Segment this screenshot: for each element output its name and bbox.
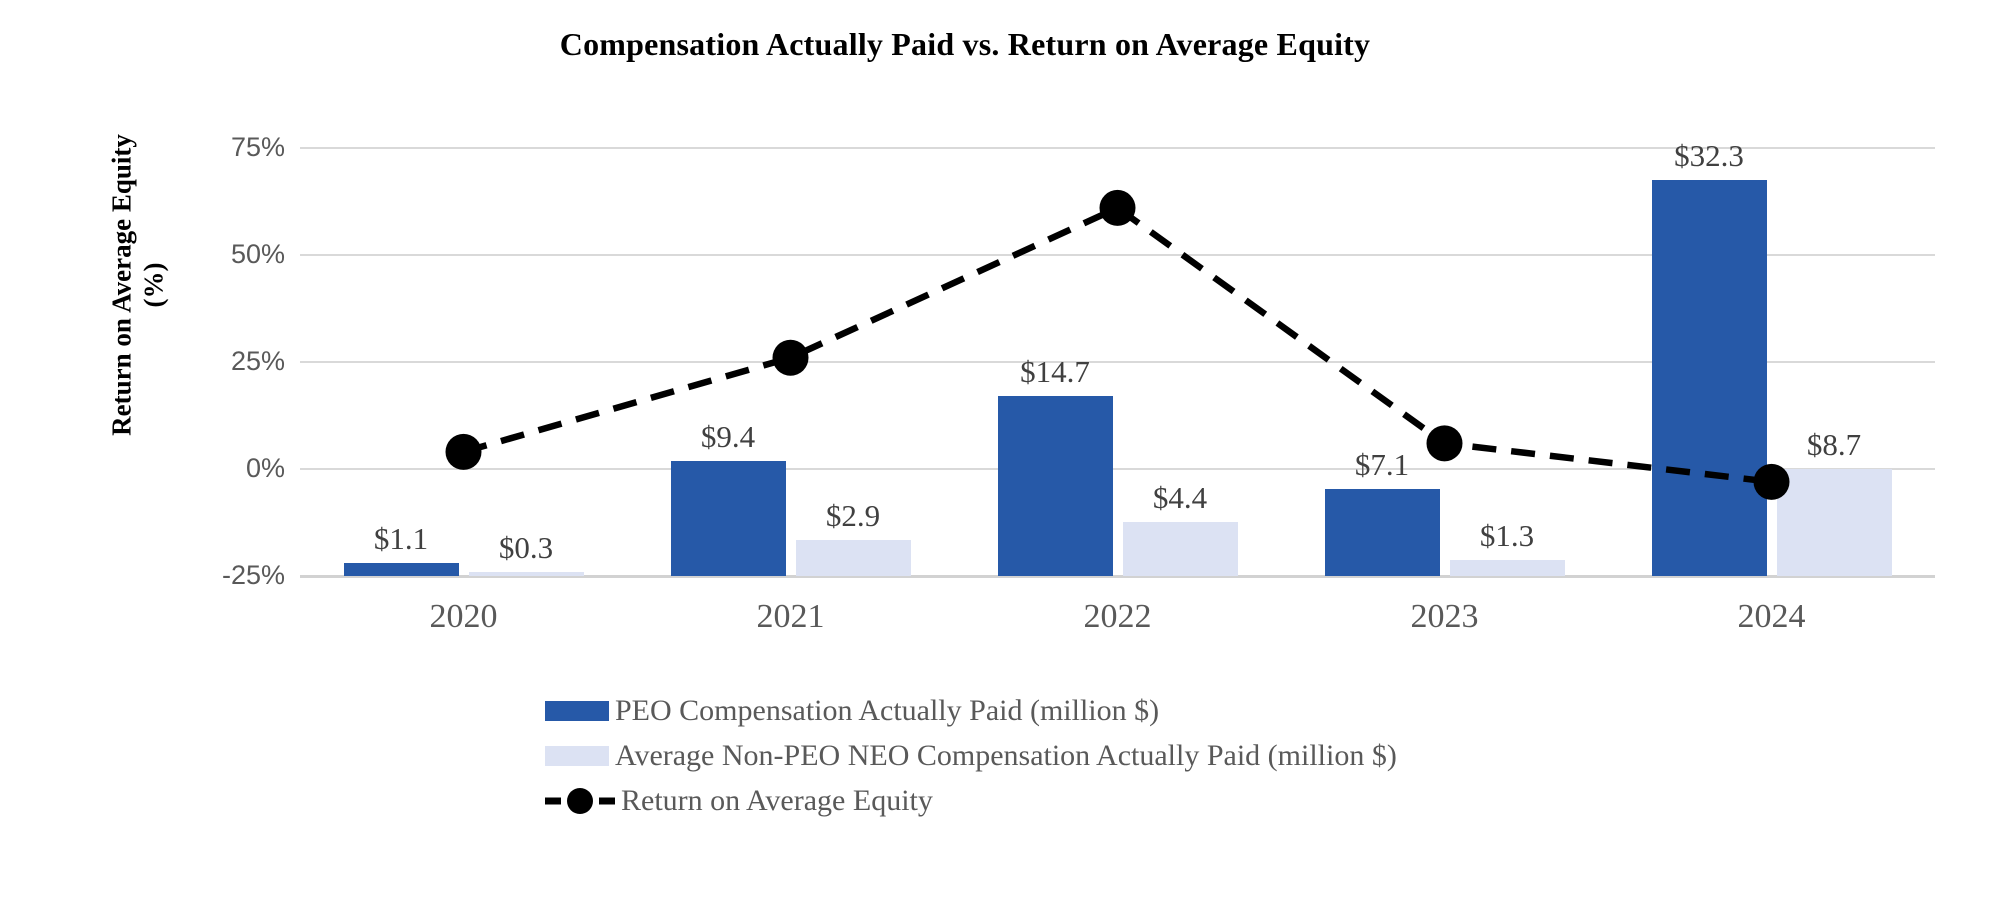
- x-tick-label-2020: 2020: [429, 598, 498, 635]
- trend-point-2021: [772, 339, 809, 376]
- y-tick-label: -25%: [221, 560, 285, 590]
- x-tick-label-2024: 2024: [1737, 598, 1806, 635]
- legend-label-peo: PEO Compensation Actually Paid (million …: [615, 693, 1160, 727]
- gridline-75%: [300, 147, 1935, 149]
- legend: PEO Compensation Actually Paid (million …: [545, 688, 1397, 823]
- data-label-peo-2023: $7.1: [1354, 446, 1410, 482]
- trend-point-2020: [445, 433, 482, 470]
- x-tick-label-2021: 2021: [756, 598, 825, 635]
- y-tick-label: 75%: [230, 132, 285, 162]
- data-label-peo-2021: $9.4: [700, 418, 756, 454]
- data-label-nonpeo-2023: $1.3: [1479, 518, 1535, 554]
- legend-item-peo: PEO Compensation Actually Paid (million …: [545, 688, 1397, 733]
- gridline-0%: [300, 468, 1935, 470]
- data-label-peo-2020: $1.1: [373, 520, 429, 556]
- trend-point-2022: [1099, 189, 1136, 226]
- gridline--25%: [300, 575, 1935, 578]
- bar-peo-2020: [343, 562, 459, 576]
- trend-point-2024: [1753, 463, 1790, 500]
- y-tick-label: 0%: [245, 453, 285, 483]
- x-tick-label-2022: 2022: [1083, 598, 1152, 635]
- bar-peo-2021: [670, 460, 786, 576]
- legend-swatch-peo-bar: [545, 700, 609, 721]
- data-label-peo-2024: $32.3: [1674, 137, 1744, 173]
- bar-nonpeo-2023: [1449, 560, 1565, 576]
- bar-peo-2022: [997, 395, 1113, 576]
- legend-swatch-nonpeo-bar: [545, 745, 609, 766]
- y-axis-title-line1: Return on Average Equity: [106, 134, 137, 436]
- trend-point-2023: [1426, 425, 1463, 462]
- gridline-50%: [300, 254, 1935, 256]
- bar-nonpeo-2021: [795, 540, 911, 576]
- data-label-nonpeo-2020: $0.3: [498, 530, 554, 566]
- trend-line-path: [462, 204, 1772, 486]
- gridline-25%: [300, 361, 1935, 363]
- bar-peo-2024: [1651, 179, 1767, 576]
- plot-area: $1.1 $0.3 $9.4 $2.9 $14.7 $4.4 $7.1 $1.3 $32.3 $8…: [300, 138, 1935, 578]
- legend-label-nonpeo: Average Non-PEO NEO Compensation Actuall…: [615, 738, 1397, 772]
- x-tick-label-2023: 2023: [1410, 598, 1479, 635]
- y-tick-label: 25%: [230, 346, 285, 376]
- data-label-peo-2022: $14.7: [1020, 353, 1090, 389]
- data-label-nonpeo-2021: $2.9: [825, 498, 881, 534]
- bar-peo-2023: [1324, 488, 1440, 576]
- bar-nonpeo-2024: [1776, 469, 1892, 576]
- data-label-nonpeo-2022: $4.4: [1152, 480, 1208, 516]
- legend-item-nonpeo: Average Non-PEO NEO Compensation Actuall…: [545, 733, 1397, 778]
- data-label-nonpeo-2024: $8.7: [1806, 427, 1862, 463]
- y-axis-title: Return on Average Equity (%): [106, 55, 171, 515]
- y-tick-label: 50%: [230, 239, 285, 269]
- legend-dashed-line-marker-icon: [545, 787, 615, 814]
- bar-nonpeo-2022: [1122, 522, 1238, 576]
- legend-label-roe: Return on Average Equity: [621, 783, 933, 817]
- legend-item-roe: Return on Average Equity: [545, 778, 1397, 823]
- trend-line-roe: [445, 189, 1790, 500]
- y-axis-title-line2: (%): [139, 262, 169, 308]
- bar-nonpeo-2020: [468, 572, 584, 576]
- chart-title: Compensation Actually Paid vs. Return on…: [559, 26, 1371, 62]
